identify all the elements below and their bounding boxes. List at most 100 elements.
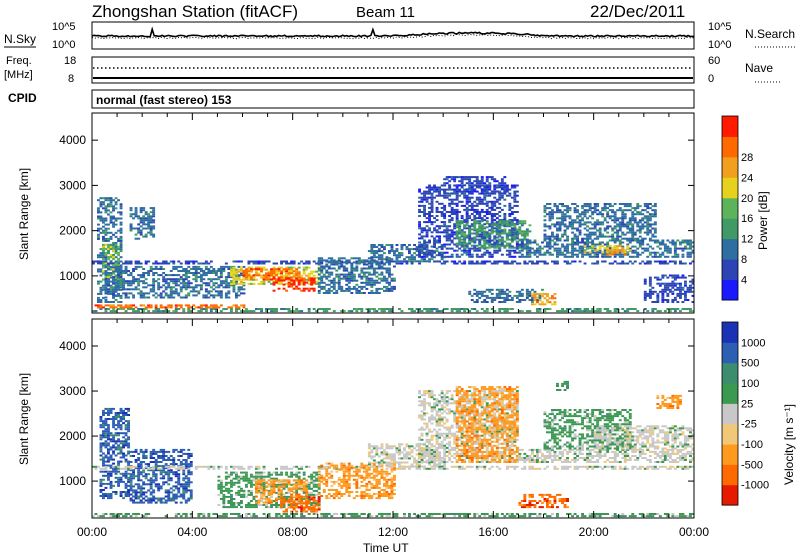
range-cell <box>435 241 439 244</box>
range-cell <box>646 207 650 210</box>
range-cell <box>689 310 692 313</box>
range-cell <box>578 247 582 250</box>
range-cell <box>443 213 447 215</box>
range-cell <box>445 237 449 240</box>
range-cell <box>367 265 371 268</box>
range-cell <box>661 241 665 244</box>
range-cell <box>179 265 183 268</box>
range-cell <box>538 513 542 515</box>
range-cell <box>598 229 602 232</box>
range-cell <box>478 211 482 213</box>
range-cell <box>420 252 424 255</box>
range-cell <box>102 288 105 291</box>
range-cell <box>182 296 186 299</box>
range-cell <box>591 243 595 246</box>
range-cell <box>510 221 514 224</box>
range-cell <box>658 290 662 293</box>
range-cell <box>104 420 108 423</box>
range-cell <box>232 290 236 293</box>
range-cell <box>551 209 554 212</box>
range-cell <box>500 232 504 235</box>
range-cell <box>536 310 539 313</box>
range-cell <box>114 264 118 267</box>
range-cell <box>107 474 110 477</box>
range-cell <box>132 288 135 291</box>
range-cell <box>480 182 484 185</box>
range-cell <box>465 245 469 248</box>
range-cell <box>631 215 635 218</box>
range-cell <box>586 229 589 232</box>
range-cell <box>277 279 281 282</box>
range-cell <box>463 208 467 211</box>
range-cell <box>661 296 665 299</box>
range-cell <box>184 296 188 299</box>
range-cell <box>377 281 381 284</box>
range-cell <box>388 275 391 278</box>
range-cell <box>673 247 677 250</box>
range-cell <box>280 274 283 277</box>
range-cell <box>425 241 429 244</box>
range-cell <box>666 286 670 289</box>
range-cell <box>671 299 675 301</box>
range-cell <box>102 422 105 425</box>
range-cell <box>154 262 158 265</box>
range-cell <box>468 292 472 295</box>
range-cell <box>628 249 632 252</box>
range-cell <box>548 235 552 238</box>
range-cell <box>109 286 113 289</box>
range-cell <box>628 255 632 258</box>
range-cell <box>546 299 549 302</box>
range-cell <box>262 278 266 281</box>
range-cell <box>493 224 497 227</box>
range-cell <box>102 245 105 248</box>
range-cell <box>182 282 186 285</box>
range-cell <box>468 178 472 181</box>
range-cell <box>428 308 431 310</box>
range-cell <box>325 515 329 518</box>
range-cell <box>232 304 236 307</box>
range-cell <box>370 283 374 286</box>
range-cell <box>347 271 351 274</box>
range-cell <box>104 436 108 439</box>
range-cell <box>443 260 447 263</box>
range-cell <box>428 221 431 224</box>
range-cell <box>473 211 477 213</box>
range-cell <box>689 262 692 265</box>
range-cell <box>418 196 421 199</box>
range-cell <box>272 270 276 273</box>
range-cell <box>581 213 584 216</box>
range-cell <box>498 231 502 234</box>
range-cell <box>671 301 675 303</box>
range-cell <box>543 251 547 254</box>
range-cell <box>257 308 261 310</box>
range-cell <box>581 515 584 518</box>
range-cell <box>157 274 161 277</box>
range-cell <box>214 290 218 293</box>
range-cell <box>107 290 110 293</box>
range-cell <box>528 310 532 313</box>
range-cell <box>102 495 105 497</box>
range-cell <box>653 513 657 515</box>
range-cell <box>478 180 482 183</box>
range-cell <box>147 215 151 218</box>
range-cell <box>107 258 110 260</box>
range-cell <box>478 198 482 201</box>
range-cell <box>689 243 692 246</box>
range-cell <box>99 280 103 283</box>
range-cell <box>538 294 542 297</box>
range-cell <box>475 190 479 193</box>
range-cell <box>508 515 512 518</box>
range-cell <box>307 289 311 292</box>
range-cell <box>102 424 105 427</box>
range-cell <box>440 258 444 261</box>
range-cell <box>626 221 630 224</box>
range-cell <box>214 306 218 309</box>
range-cell <box>418 208 421 211</box>
range-cell <box>270 278 273 281</box>
range-cell <box>465 217 469 220</box>
range-cell <box>199 304 203 307</box>
range-cell <box>430 221 434 224</box>
range-cell <box>646 292 650 295</box>
range-cell <box>520 243 524 246</box>
